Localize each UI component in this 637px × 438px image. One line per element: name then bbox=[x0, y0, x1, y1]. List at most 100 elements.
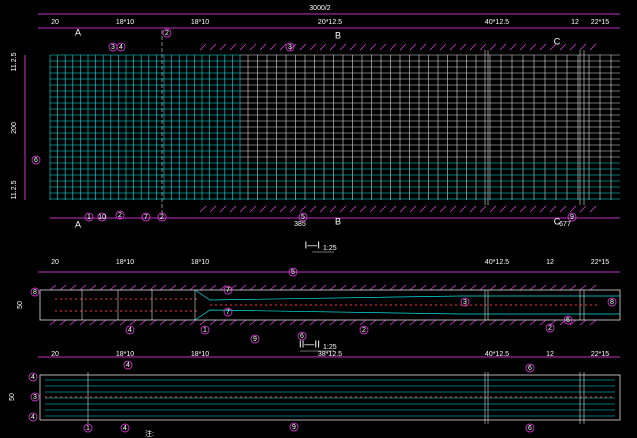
hatch bbox=[249, 43, 257, 51]
hatch bbox=[499, 205, 507, 213]
callout: 1 bbox=[86, 425, 90, 432]
callout: 5 bbox=[301, 214, 305, 221]
hatch bbox=[199, 205, 207, 213]
callout: 8 bbox=[33, 289, 37, 296]
callout-circle bbox=[120, 423, 130, 433]
hatch bbox=[409, 319, 417, 326]
section-scale: 1:25 bbox=[323, 245, 337, 252]
callout-circle bbox=[28, 372, 38, 382]
hatch bbox=[199, 43, 207, 51]
hatch bbox=[449, 205, 457, 213]
hatch bbox=[159, 319, 167, 326]
hatch bbox=[209, 43, 217, 51]
section-title: I—I bbox=[304, 241, 320, 252]
hatch bbox=[559, 284, 567, 291]
hatch bbox=[149, 284, 157, 291]
dimension-text: 11.2.5 bbox=[11, 52, 18, 71]
callout-circle bbox=[30, 392, 40, 402]
section-mark: C bbox=[554, 216, 561, 226]
callout: 2 bbox=[118, 212, 122, 219]
hatch bbox=[479, 205, 487, 213]
hatch bbox=[329, 205, 337, 213]
hatch bbox=[579, 43, 587, 51]
hatch bbox=[409, 284, 417, 291]
section-title: II—II bbox=[299, 340, 320, 351]
callout-circle bbox=[116, 42, 126, 52]
hatch bbox=[569, 205, 577, 213]
dimension-text: 18*10 bbox=[116, 351, 134, 358]
hatch bbox=[99, 284, 107, 291]
callout: 1 bbox=[87, 214, 91, 221]
hatch bbox=[589, 43, 597, 51]
callout-circle bbox=[285, 42, 295, 52]
hatch bbox=[229, 284, 237, 291]
hatch bbox=[319, 284, 327, 291]
callout-circle bbox=[125, 325, 135, 335]
hatch bbox=[169, 284, 177, 291]
hatch bbox=[369, 205, 377, 213]
hatch bbox=[469, 43, 477, 51]
hatch bbox=[399, 43, 407, 51]
dimension-text: 38*12.5 bbox=[318, 351, 342, 358]
dimension-text: 12 bbox=[546, 351, 554, 358]
callout: 10 bbox=[98, 214, 106, 221]
hatch bbox=[269, 43, 277, 51]
hatch bbox=[269, 284, 277, 291]
dimension-text: 22*15 bbox=[591, 351, 609, 358]
hatch bbox=[439, 284, 447, 291]
hatch bbox=[289, 43, 297, 51]
callout: 4 bbox=[119, 44, 123, 51]
hatch bbox=[519, 284, 527, 291]
hatch bbox=[129, 284, 137, 291]
hatch bbox=[479, 319, 487, 326]
dimension-text: 18*10 bbox=[191, 259, 209, 266]
hatch bbox=[169, 319, 177, 326]
section-scale: 1:25 bbox=[323, 344, 337, 351]
hatch bbox=[159, 284, 167, 291]
hatch bbox=[409, 43, 417, 51]
hatch bbox=[419, 319, 427, 326]
hatch bbox=[389, 205, 397, 213]
dimension-text: 40*12.5 bbox=[485, 351, 509, 358]
hatch bbox=[319, 43, 327, 51]
hatch bbox=[239, 205, 247, 213]
hatch bbox=[529, 284, 537, 291]
hatch bbox=[319, 205, 327, 213]
hatch bbox=[399, 205, 407, 213]
hatch bbox=[299, 43, 307, 51]
hatch bbox=[589, 205, 597, 213]
hatch bbox=[519, 43, 527, 51]
hatch bbox=[339, 284, 347, 291]
hatch bbox=[269, 319, 277, 326]
dimension-text: 18*10 bbox=[191, 19, 209, 26]
callout-circle bbox=[289, 422, 299, 432]
hatch bbox=[369, 43, 377, 51]
callout-circle bbox=[162, 28, 172, 38]
callout: 9 bbox=[292, 424, 296, 431]
callout: 4 bbox=[126, 362, 130, 369]
hatch bbox=[149, 319, 157, 326]
dimension-text: 12 bbox=[571, 19, 579, 26]
callout: 6 bbox=[300, 333, 304, 340]
section-mark: B bbox=[335, 30, 341, 40]
hatch bbox=[69, 319, 77, 326]
callout-circle bbox=[545, 323, 555, 333]
hatch bbox=[509, 205, 517, 213]
hatch bbox=[529, 43, 537, 51]
hatch bbox=[109, 319, 117, 326]
hatch bbox=[449, 319, 457, 326]
dimension-text: 12 bbox=[546, 259, 554, 266]
callout-circle bbox=[83, 423, 93, 433]
section-mark: A bbox=[75, 27, 81, 37]
hatch bbox=[289, 319, 297, 326]
hatch bbox=[459, 319, 467, 326]
callout-circle bbox=[297, 331, 307, 341]
hatch bbox=[379, 205, 387, 213]
hatch bbox=[139, 284, 147, 291]
hatch bbox=[429, 284, 437, 291]
hatch bbox=[489, 319, 497, 326]
callout: 6 bbox=[528, 425, 532, 432]
hatch bbox=[249, 319, 257, 326]
dimension-text: 18*10 bbox=[191, 351, 209, 358]
dimension-text: 200 bbox=[11, 122, 18, 134]
